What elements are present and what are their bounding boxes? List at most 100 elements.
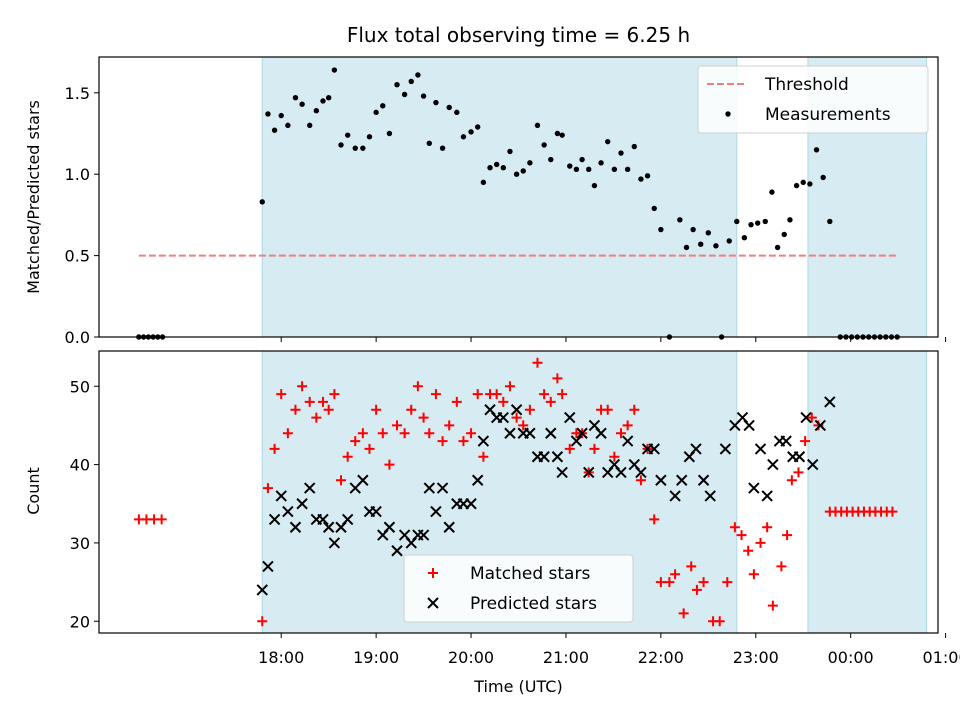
predicted-star-point xyxy=(443,521,455,533)
measurement-point xyxy=(320,98,326,104)
matched-star-point xyxy=(649,514,660,525)
matched-star-point xyxy=(552,373,563,384)
matched-star-point xyxy=(564,443,575,454)
measurement-point xyxy=(454,109,460,116)
measurement-point xyxy=(520,168,526,174)
predicted-star-point xyxy=(669,490,681,502)
bottom-y-tick-label: 40 xyxy=(70,456,90,475)
x-tick-label: 00:00 xyxy=(828,648,874,667)
predicted-star-point xyxy=(564,411,576,424)
top-shaded-interval xyxy=(261,56,738,338)
matched-star-point xyxy=(743,545,754,556)
x-tick-label: 20:00 xyxy=(448,648,494,667)
matched-star-point xyxy=(755,537,766,548)
measurement-point xyxy=(762,218,768,225)
predicted-star-point xyxy=(697,474,710,486)
top-y-tick-label: 1.0 xyxy=(65,165,90,184)
predicted-star-point xyxy=(497,411,510,424)
matched-star-point xyxy=(444,420,455,431)
predicted-star-point xyxy=(545,427,557,439)
predicted-star-point xyxy=(417,529,430,541)
measurement-point xyxy=(541,142,547,148)
measurement-point xyxy=(554,130,561,137)
measurement-point xyxy=(748,221,754,228)
matched-star-point xyxy=(887,506,898,517)
measurement-point xyxy=(800,179,806,186)
legend-matched-label: Matched stars xyxy=(470,564,590,584)
predicted-star-point xyxy=(780,435,792,447)
bottom-y-tick-label: 30 xyxy=(70,534,90,553)
predicted-star-point xyxy=(719,443,732,455)
measurement-point xyxy=(734,218,740,225)
matched-star-point xyxy=(786,475,797,486)
matched-star-point xyxy=(399,428,410,439)
matched-star-point xyxy=(392,420,403,431)
measurement-point xyxy=(306,122,313,129)
predicted-star-point xyxy=(524,427,536,439)
predicted-star-point xyxy=(341,513,354,526)
predicted-star-point xyxy=(800,411,812,424)
bottom-legend-box xyxy=(403,554,634,623)
matched-star-point xyxy=(524,404,535,415)
top-axes-frame xyxy=(98,56,939,338)
measurement-point xyxy=(591,182,598,189)
predicted-star-point xyxy=(595,427,607,439)
matched-star-point xyxy=(472,389,483,400)
measurement-point xyxy=(698,241,704,247)
matched-star-point xyxy=(504,381,515,392)
matched-star-point xyxy=(800,436,811,447)
measurement-point xyxy=(338,142,344,148)
measurement-point xyxy=(820,174,826,181)
matched-star-point xyxy=(782,530,793,541)
predicted-star-point xyxy=(676,474,688,486)
measurement-point xyxy=(705,230,712,236)
predicted-star-point xyxy=(317,513,329,526)
legend-threshold-label: Threshold xyxy=(764,75,849,95)
predicted-star-point xyxy=(477,435,490,447)
matched-star-point xyxy=(336,475,347,486)
predicted-star-point xyxy=(556,466,568,479)
measurement-point xyxy=(433,99,439,106)
matched-star-point xyxy=(622,420,633,431)
predicted-star-point xyxy=(504,427,516,439)
matched-star-point xyxy=(698,577,709,588)
bottom-shaded-interval xyxy=(807,350,928,634)
matched-star-point xyxy=(736,530,747,541)
x-tick-label: 19:00 xyxy=(353,648,399,667)
predicted-star-point xyxy=(275,490,287,502)
matched-star-point xyxy=(311,412,322,423)
matched-star-point xyxy=(664,577,675,588)
top-y-tick-label: 1.5 xyxy=(65,84,90,103)
measurement-point xyxy=(292,94,299,101)
predicted-star-point xyxy=(743,419,755,432)
predicted-star-point xyxy=(570,435,583,447)
matched-star-point xyxy=(729,522,740,533)
top-y-tick-label: 0.5 xyxy=(65,247,90,266)
matched-star-point xyxy=(323,404,334,415)
bottom-panel: 20 30 40 50 18:00 19:00 20:00 21:00 22:00 23:00 00… xyxy=(70,350,960,667)
measurement-point xyxy=(460,134,467,140)
measurement-point xyxy=(813,147,820,153)
matched-star-point xyxy=(262,483,273,494)
predicted-star-point xyxy=(551,451,564,463)
predicted-star-point xyxy=(268,513,281,526)
bottom-ylabel: Count xyxy=(24,467,43,515)
predicted-star-point xyxy=(282,505,294,518)
measurement-point xyxy=(631,143,637,150)
measurement-point xyxy=(271,127,278,133)
matched-star-point xyxy=(767,600,778,611)
measurement-point xyxy=(513,171,520,177)
measurement-point xyxy=(781,231,787,238)
bottom-y-tick-label: 20 xyxy=(70,612,90,631)
matched-star-point xyxy=(748,569,759,580)
predicted-star-point xyxy=(814,419,827,432)
measurement-point xyxy=(373,109,379,116)
predicted-star-point xyxy=(761,490,773,502)
predicted-star-point xyxy=(583,466,595,479)
predicted-star-point xyxy=(538,451,550,463)
predicted-star-point xyxy=(655,474,667,486)
predicted-star-point xyxy=(615,466,627,479)
matched-star-point xyxy=(437,436,448,447)
measurement-point xyxy=(754,220,761,226)
measurement-point xyxy=(827,218,833,225)
